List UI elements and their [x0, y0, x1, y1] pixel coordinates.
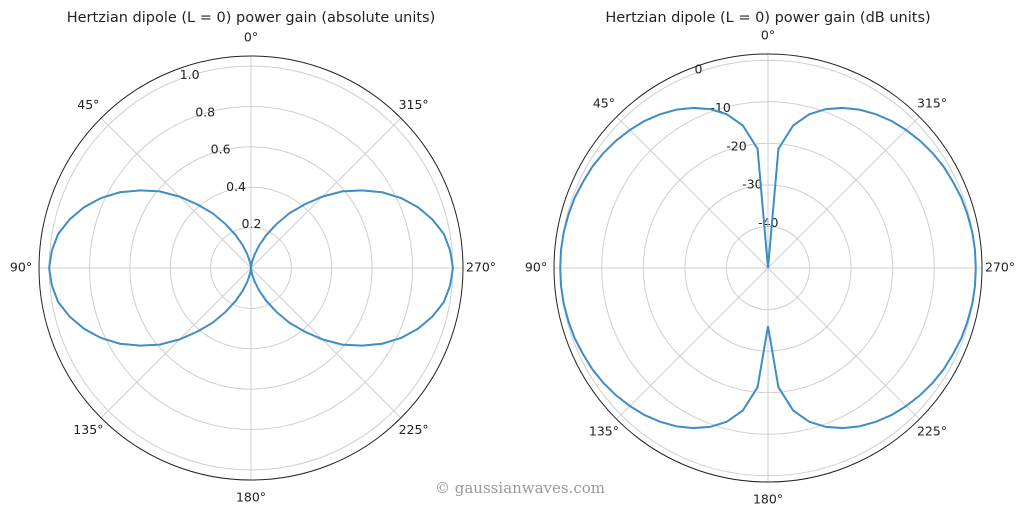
grid-spoke	[767, 116, 920, 269]
theta-tick-label: 225°	[917, 424, 947, 439]
theta-tick-label: 0°	[244, 30, 258, 45]
chart-title: Hertzian dipole (L = 0) power gain (dB u…	[605, 10, 930, 26]
series-line	[559, 106, 977, 430]
grid-spoke	[100, 117, 252, 269]
polar-frame	[38, 55, 464, 481]
theta-tick-label: 90°	[525, 260, 547, 275]
grid-spoke	[616, 116, 769, 269]
polar-frame	[553, 53, 983, 483]
theta-tick-label: 315°	[917, 95, 947, 110]
theta-tick-label: 180°	[236, 490, 266, 505]
r-tick-label: -30	[742, 177, 762, 192]
grid-spoke	[100, 267, 252, 419]
theta-tick-label: 135°	[73, 422, 103, 437]
theta-tick-label: 45°	[77, 97, 99, 112]
theta-tick-label: 45°	[593, 95, 615, 110]
theta-tick-label: 0°	[761, 28, 775, 43]
theta-tick-label: 135°	[589, 424, 619, 439]
theta-tick-label: 180°	[753, 492, 783, 507]
r-tick-label: 0	[694, 62, 702, 77]
theta-tick-label: 90°	[10, 260, 32, 275]
series-line	[48, 189, 454, 347]
r-tick-label: 0.8	[195, 104, 215, 119]
theta-tick-label: 225°	[399, 422, 429, 437]
r-tick-label: 0.6	[211, 142, 231, 157]
grid-spoke	[250, 117, 402, 269]
chart-title: Hertzian dipole (L = 0) power gain (abso…	[67, 10, 436, 26]
grid-spoke	[250, 267, 402, 419]
theta-tick-label: 270°	[466, 260, 496, 275]
watermark: © gaussianwaves.com	[435, 479, 605, 497]
r-tick-label: 1.0	[180, 67, 200, 82]
grid-spoke	[767, 267, 920, 420]
grid-spoke	[616, 267, 769, 420]
theta-tick-label: 270°	[985, 260, 1015, 275]
r-tick-label: -20	[726, 138, 746, 153]
r-tick-label: 0.4	[226, 179, 246, 194]
theta-tick-label: 315°	[399, 97, 429, 112]
